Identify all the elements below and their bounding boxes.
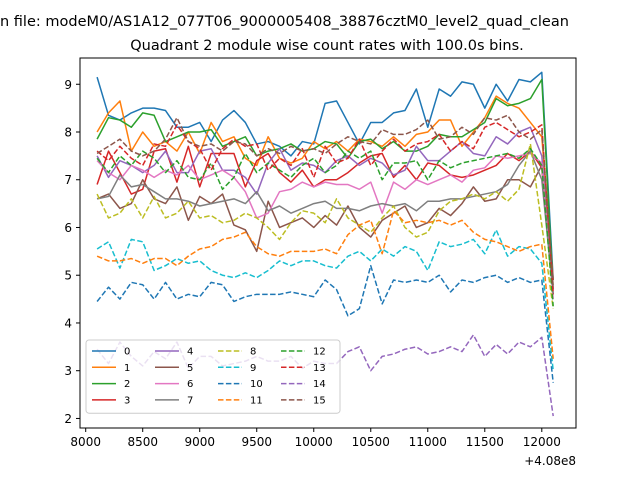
y-tick-label: 7 <box>64 173 72 187</box>
y-tick-label: 9 <box>64 78 72 92</box>
series-5 <box>96 164 554 281</box>
legend-label-5: 5 <box>187 363 193 374</box>
axes-frame <box>79 57 577 429</box>
x-tick-label: 9000 <box>184 435 215 449</box>
legend-label-4: 4 <box>187 347 193 358</box>
x-tick-label: 10000 <box>295 435 333 449</box>
x-axis-offset-label: +4.08e8 <box>524 454 576 468</box>
series-line-3 <box>96 145 554 295</box>
series-15 <box>96 114 554 288</box>
series-line-5 <box>96 164 554 281</box>
series-12 <box>96 147 554 307</box>
series-line-15 <box>96 114 554 288</box>
series-13 <box>96 121 554 295</box>
legend-label-1: 1 <box>124 363 130 374</box>
series-line-0 <box>96 71 554 281</box>
legend-label-6: 6 <box>187 379 193 390</box>
y-tick-label: 4 <box>64 316 72 330</box>
legend-box <box>85 339 341 414</box>
series-3 <box>96 145 554 295</box>
x-tick-label: 8000 <box>70 435 101 449</box>
series-2 <box>96 78 554 290</box>
legend-label-12: 12 <box>313 347 326 358</box>
figure-suptitle: n file: modeM0/AS1A12_077T06_9000005408_… <box>0 14 569 30</box>
legend-label-13: 13 <box>313 363 326 374</box>
x-tick-label: 9500 <box>241 435 272 449</box>
axis-ticks: 8000 8500 9000 9500 10000 10500 11000 11500 1200… <box>64 78 561 449</box>
series-line-12 <box>96 147 554 307</box>
x-tick-label: 10500 <box>352 435 390 449</box>
y-tick-label: 2 <box>64 412 72 426</box>
legend-label-11: 11 <box>250 395 263 406</box>
series-line-13 <box>96 121 554 295</box>
x-tick-label: 11500 <box>466 435 504 449</box>
series-0 <box>96 71 554 281</box>
series-10 <box>96 264 554 383</box>
series-line-1 <box>96 95 554 281</box>
x-tick-label: 12000 <box>523 435 561 449</box>
series-line-10 <box>96 264 554 383</box>
series-9 <box>96 229 554 371</box>
series-line-11 <box>96 210 554 359</box>
legend-label-8: 8 <box>250 347 256 358</box>
y-tick-label: 6 <box>64 221 72 235</box>
legend-label-0: 0 <box>124 347 130 358</box>
legend-label-7: 7 <box>187 395 193 406</box>
x-tick-label: 8500 <box>127 435 158 449</box>
legend-label-10: 10 <box>250 379 263 390</box>
series-8 <box>96 143 554 309</box>
y-tick-label: 5 <box>64 269 72 283</box>
legend-label-3: 3 <box>124 395 130 406</box>
y-tick-label: 3 <box>64 364 72 378</box>
series-11 <box>96 210 554 359</box>
legend-label-14: 14 <box>313 379 326 390</box>
legend-label-15: 15 <box>313 395 326 406</box>
series-1 <box>96 95 554 281</box>
y-tick-label: 8 <box>64 126 72 140</box>
x-tick-label: 11000 <box>409 435 447 449</box>
series-line-2 <box>96 78 554 290</box>
chart-title: Quadrant 2 module wise count rates with … <box>130 38 524 54</box>
series-line-6 <box>96 152 554 300</box>
series-line-8 <box>96 143 554 309</box>
series-line-9 <box>96 229 554 371</box>
legend-label-9: 9 <box>250 363 256 374</box>
legend-label-2: 2 <box>124 379 130 390</box>
series-6 <box>96 152 554 300</box>
